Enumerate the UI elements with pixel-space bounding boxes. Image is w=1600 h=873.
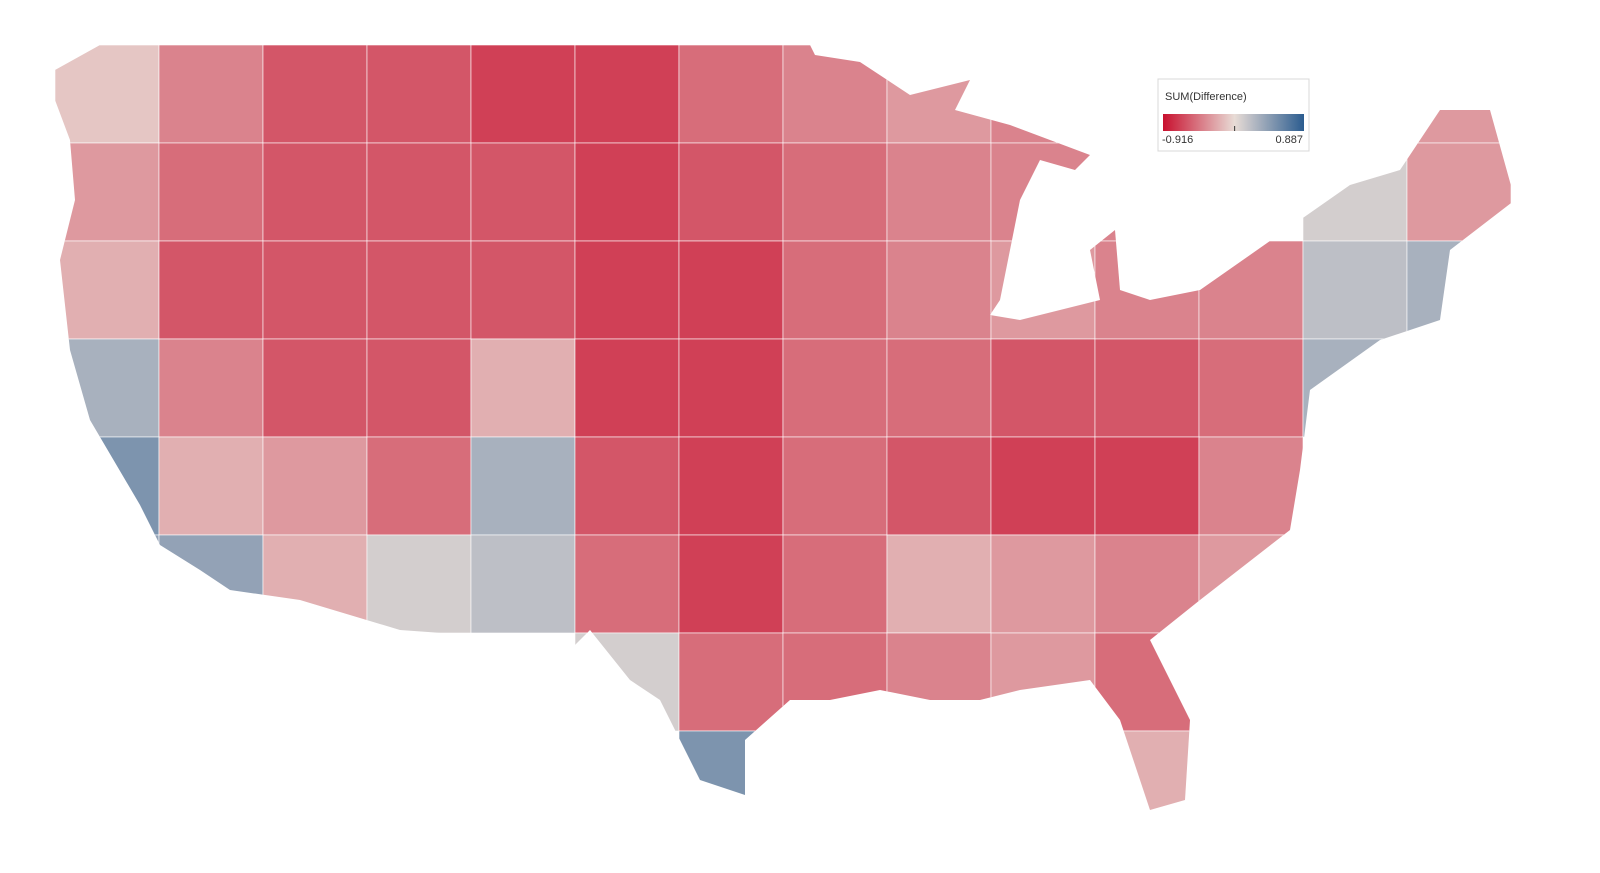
region-cell	[678, 142, 784, 242]
color-scale	[1163, 114, 1304, 131]
region-cell	[1094, 534, 1200, 634]
region-cell	[1406, 240, 1512, 340]
region-cell	[55, 534, 160, 634]
region-cell	[158, 436, 264, 536]
region-cell	[366, 44, 472, 144]
region-cell	[886, 436, 992, 536]
region-cell	[574, 240, 680, 340]
region-cell	[1094, 142, 1200, 242]
region-cell	[1302, 142, 1408, 242]
region-cell	[886, 240, 992, 340]
region-cell	[366, 436, 472, 536]
region-cell	[782, 534, 888, 634]
region-cell	[574, 534, 680, 634]
region-cell	[1094, 240, 1200, 340]
region-cell	[782, 632, 888, 732]
region-cell	[782, 436, 888, 536]
region-cell	[990, 44, 1096, 144]
region-cell	[1302, 338, 1408, 438]
region-cell	[574, 632, 680, 732]
region-cell	[262, 240, 368, 340]
region-cell	[1198, 534, 1304, 634]
region-cell	[158, 338, 264, 438]
region-cell	[55, 240, 160, 340]
region-cell	[990, 338, 1096, 438]
region-cell	[55, 436, 160, 536]
region-cell	[55, 338, 160, 438]
region-cell	[158, 240, 264, 340]
region-cell	[678, 534, 784, 634]
region-cell	[470, 436, 576, 536]
region-cell	[262, 534, 368, 634]
region-cell	[678, 632, 784, 732]
region-cell	[574, 44, 680, 144]
region-cell	[470, 44, 576, 144]
region-cell	[470, 240, 576, 340]
region-cell	[678, 44, 784, 144]
region-cell	[55, 142, 160, 242]
region-cell	[782, 44, 888, 144]
region-cell	[782, 142, 888, 242]
region-cell	[782, 240, 888, 340]
region-cell	[678, 730, 784, 810]
region-cell	[782, 338, 888, 438]
region-cell	[366, 142, 472, 242]
legend-title: SUM(Difference)	[1165, 91, 1247, 103]
region-cell	[366, 338, 472, 438]
region-cell	[158, 534, 264, 634]
region-cell	[574, 436, 680, 536]
region-cell	[574, 338, 680, 438]
region-cell	[886, 44, 992, 144]
region-cell	[262, 436, 368, 536]
legend: SUM(Difference) -0.916 0.887	[1157, 78, 1310, 152]
region-cell	[262, 44, 368, 144]
region-cell	[366, 534, 472, 634]
region-cell	[678, 436, 784, 536]
region-cell	[1198, 338, 1304, 438]
region-cell	[886, 338, 992, 438]
region-cell	[678, 240, 784, 340]
region-cell	[990, 534, 1096, 634]
region-cell	[366, 240, 472, 340]
region-cell	[262, 338, 368, 438]
region-cell	[990, 142, 1096, 242]
region-cell	[990, 436, 1096, 536]
region-cell	[1302, 240, 1408, 340]
region-cell	[1198, 240, 1304, 340]
region-cell	[470, 142, 576, 242]
region-cell	[574, 142, 680, 242]
legend-min-label: -0.916	[1162, 134, 1193, 146]
region-cell	[1406, 44, 1512, 144]
region-cell	[1094, 730, 1200, 810]
region-cell	[886, 534, 992, 634]
region-cell	[1406, 142, 1512, 242]
region-cell	[990, 632, 1096, 732]
region-cell	[990, 240, 1096, 340]
county-layer	[55, 44, 1512, 810]
region-cell	[158, 142, 264, 242]
region-cell	[886, 632, 992, 732]
region-cell	[1094, 338, 1200, 438]
region-cell	[470, 338, 576, 438]
region-cell	[886, 142, 992, 242]
region-cell	[55, 44, 160, 144]
region-cell	[262, 142, 368, 242]
region-cell	[1094, 436, 1200, 536]
region-cell	[158, 44, 264, 144]
region-cell	[470, 534, 576, 634]
legend-max-label: 0.887	[1275, 134, 1303, 146]
region-cell	[1198, 436, 1304, 536]
region-cell	[678, 338, 784, 438]
region-cell	[1094, 632, 1200, 732]
